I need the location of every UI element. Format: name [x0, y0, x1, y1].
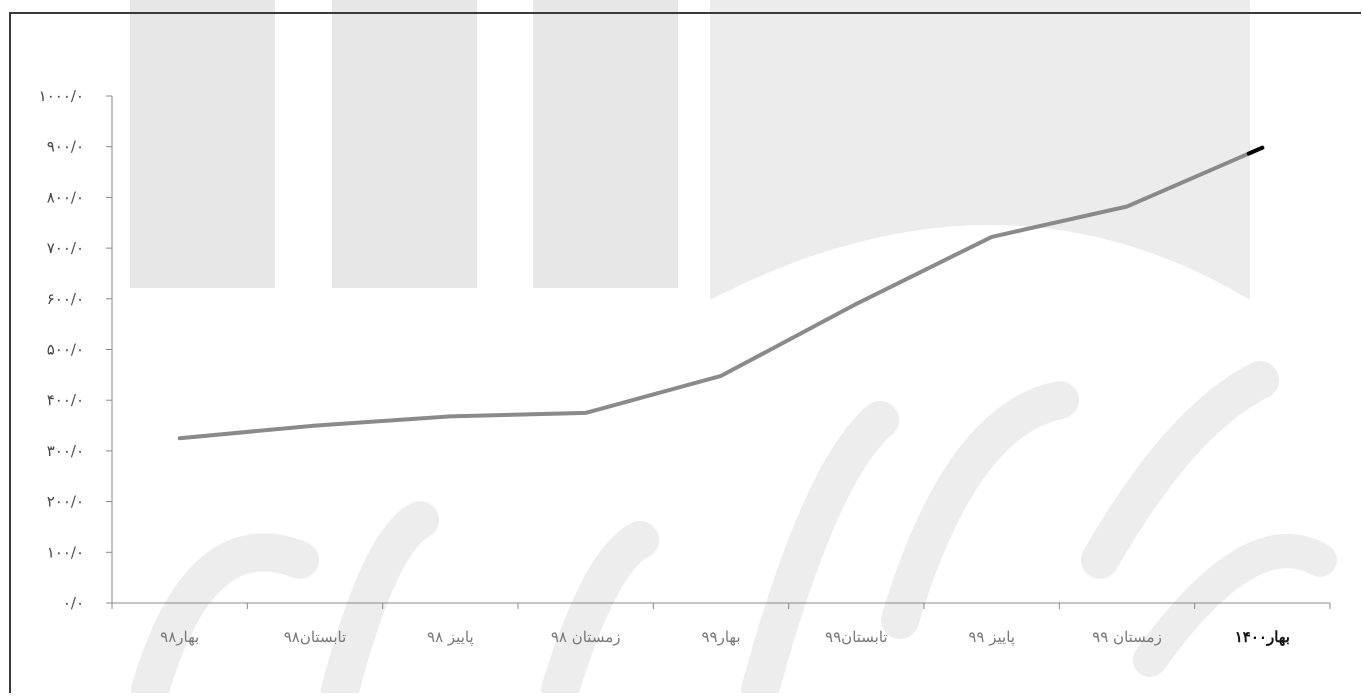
y-tick-label: ۱۰۰۰/۰	[39, 87, 84, 105]
x-tick-label: تابستان۹۹	[825, 628, 888, 646]
data-point	[313, 424, 317, 428]
series-line	[177, 145, 1265, 441]
x-tick-label: پاییز ۹۸	[427, 628, 474, 646]
y-tick-label: ۱۰۰/۰	[47, 543, 84, 561]
y-axis-ticks: ۰/۰ ۱۰۰/۰ ۲۰۰/۰ ۳۰۰/۰ ۴۰۰/۰ ۵۰۰/۰ ۶۰۰/۰ ۷۰۰/۰ ۸۰…	[39, 87, 112, 612]
data-point	[584, 411, 588, 415]
y-tick-label: ۲۰۰/۰	[47, 493, 84, 511]
series-end-marker	[1246, 145, 1265, 156]
y-tick-label: ۴۰۰/۰	[47, 391, 84, 409]
x-tick-label: تابستان۹۸	[284, 628, 347, 646]
x-tick-label: بهار۹۸	[160, 628, 199, 646]
data-point	[854, 302, 858, 306]
x-tick-label: بهار۱۴۰۰	[1235, 628, 1290, 646]
x-axis-ticks: بهار۹۸ تابستان۹۸ پاییز ۹۸ زمستان ۹۸ بهار۹۹ تا…	[111, 603, 1331, 646]
chart-frame	[9, 12, 1361, 693]
data-point	[178, 436, 182, 440]
data-point	[990, 235, 994, 239]
data-point	[448, 414, 452, 418]
x-tick-label: بهار۹۹	[701, 628, 740, 646]
y-tick-label: ۵۰۰/۰	[47, 341, 84, 359]
y-tick-label: ۳۰۰/۰	[47, 442, 84, 460]
data-point	[719, 374, 723, 378]
x-tick-label: پاییز ۹۹	[968, 628, 1015, 646]
y-tick-label: ۹۰۰/۰	[47, 138, 84, 156]
chart-axes	[111, 96, 1330, 604]
x-tick-label: زمستان ۹۹	[1092, 628, 1162, 646]
y-tick-label: ۸۰۰/۰	[47, 188, 84, 206]
y-tick-label: ۰/۰	[63, 594, 84, 612]
series-layer	[177, 145, 1265, 441]
data-point	[1125, 205, 1129, 209]
x-tick-label: زمستان ۹۸	[551, 628, 621, 646]
y-tick-label: ۶۰۰/۰	[47, 290, 84, 308]
y-tick-label: ۷۰۰/۰	[47, 239, 84, 257]
